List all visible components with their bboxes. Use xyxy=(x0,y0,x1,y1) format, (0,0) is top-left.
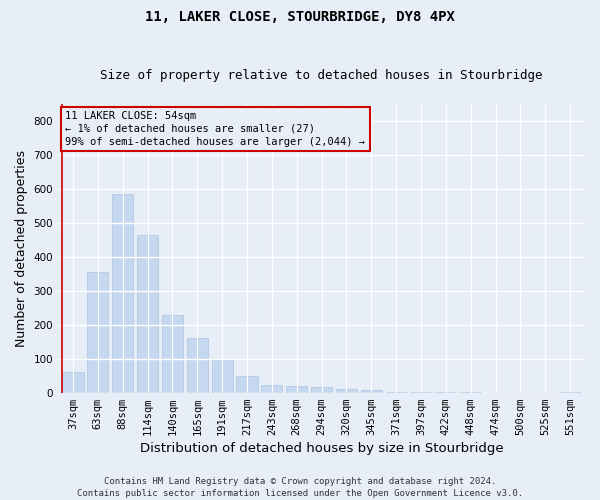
Bar xyxy=(286,386,307,392)
Text: Contains HM Land Registry data © Crown copyright and database right 2024.
Contai: Contains HM Land Registry data © Crown c… xyxy=(77,476,523,498)
Bar xyxy=(187,338,208,392)
Bar xyxy=(87,272,109,392)
Bar xyxy=(261,385,283,392)
Bar xyxy=(162,314,183,392)
Text: 11 LAKER CLOSE: 54sqm
← 1% of detached houses are smaller (27)
99% of semi-detac: 11 LAKER CLOSE: 54sqm ← 1% of detached h… xyxy=(65,111,365,147)
Bar xyxy=(62,372,83,392)
Bar xyxy=(112,194,133,392)
X-axis label: Distribution of detached houses by size in Stourbridge: Distribution of detached houses by size … xyxy=(140,442,503,455)
Y-axis label: Number of detached properties: Number of detached properties xyxy=(15,150,28,347)
Bar xyxy=(361,390,382,392)
Title: Size of property relative to detached houses in Stourbridge: Size of property relative to detached ho… xyxy=(100,69,543,82)
Bar xyxy=(212,360,233,392)
Bar xyxy=(137,235,158,392)
Bar xyxy=(236,376,257,392)
Text: 11, LAKER CLOSE, STOURBRIDGE, DY8 4PX: 11, LAKER CLOSE, STOURBRIDGE, DY8 4PX xyxy=(145,10,455,24)
Bar xyxy=(311,387,332,392)
Bar xyxy=(336,388,357,392)
